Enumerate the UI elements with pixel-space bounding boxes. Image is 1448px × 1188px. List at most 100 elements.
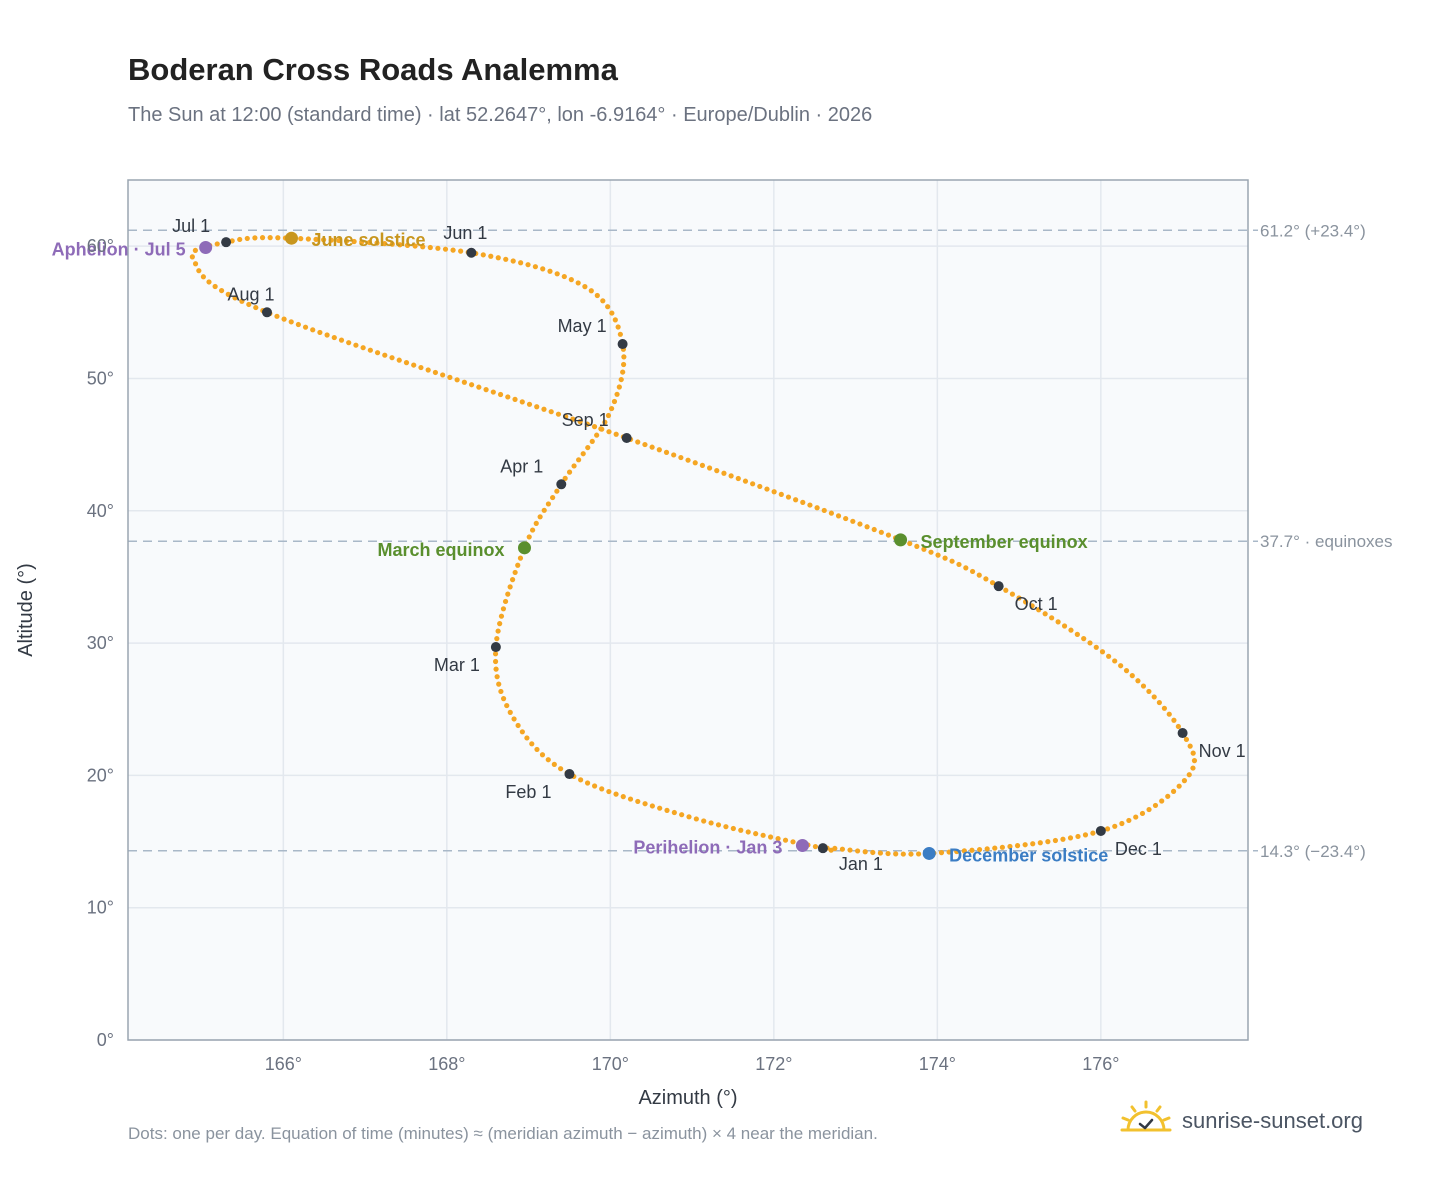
day-dot — [627, 796, 634, 802]
day-dot — [635, 798, 641, 805]
day-dot — [1159, 798, 1165, 804]
day-dot — [914, 543, 920, 550]
day-dot — [976, 572, 982, 578]
day-dot — [900, 851, 906, 857]
day-dot — [589, 438, 595, 445]
day-dot — [548, 409, 554, 415]
day-dot — [692, 460, 698, 466]
day-dot — [206, 279, 212, 285]
day-dot — [613, 431, 619, 437]
day-dot — [435, 245, 441, 251]
y-tick-label: 40° — [87, 501, 114, 521]
month-marker — [1177, 728, 1188, 739]
reference-line-label: 37.7° · equinoxes — [1260, 532, 1393, 551]
day-dot — [505, 394, 511, 400]
day-dot — [1003, 587, 1009, 593]
day-dot — [793, 497, 799, 503]
day-dot — [518, 260, 524, 266]
day-dot — [812, 843, 819, 850]
day-dot — [893, 851, 899, 857]
day-dot — [878, 529, 884, 535]
day-dot — [602, 419, 608, 425]
day-dot — [800, 499, 806, 506]
month-label: May 1 — [558, 316, 607, 336]
day-dot — [620, 794, 626, 800]
day-dot — [699, 462, 706, 468]
day-dot — [403, 360, 410, 366]
day-dot — [1014, 843, 1021, 849]
day-dot — [745, 829, 751, 835]
day-dot — [835, 513, 842, 519]
day-dot — [411, 362, 417, 368]
day-dot — [450, 247, 456, 253]
day-dot — [253, 304, 259, 311]
day-dot — [321, 237, 327, 243]
day-dot — [584, 780, 591, 786]
day-dot — [545, 501, 552, 507]
day-dot — [493, 666, 499, 672]
brand-name[interactable]: sunrise-sunset.org — [1182, 1107, 1363, 1133]
day-dot — [558, 766, 564, 772]
month-label: Feb 1 — [505, 782, 551, 802]
day-dot — [336, 237, 342, 244]
day-dot — [753, 831, 759, 837]
day-dot — [1052, 837, 1059, 844]
day-dot — [1140, 683, 1147, 689]
day-dot — [1183, 736, 1190, 743]
day-dot — [1146, 688, 1152, 695]
day-dot — [778, 491, 784, 497]
event-marker — [894, 533, 908, 547]
day-dot — [469, 382, 475, 388]
day-dot — [828, 510, 834, 516]
day-dot — [281, 316, 287, 322]
day-dot — [582, 284, 588, 290]
day-dot — [338, 337, 345, 343]
day-dot — [708, 820, 714, 826]
day-dot — [537, 514, 543, 520]
day-dot — [526, 534, 532, 540]
day-dot — [404, 242, 411, 248]
day-dot — [775, 836, 781, 842]
day-dot — [374, 240, 380, 246]
day-dot — [295, 321, 301, 328]
day-dot — [1090, 830, 1096, 836]
day-dot — [862, 849, 868, 855]
day-dot — [907, 540, 913, 547]
day-dot — [963, 565, 969, 571]
month-marker — [817, 843, 828, 854]
day-dot — [550, 494, 556, 501]
day-dot — [847, 847, 853, 853]
day-dot — [1037, 840, 1043, 846]
day-dot — [497, 391, 504, 398]
day-dot — [1181, 778, 1188, 784]
day-dot — [790, 839, 796, 845]
brand: sunrise-sunset.org — [1120, 1100, 1363, 1141]
day-dot — [1068, 627, 1074, 633]
x-tick-label: 170° — [592, 1054, 629, 1074]
y-tick-label: 0° — [97, 1030, 114, 1050]
day-dot — [621, 354, 627, 360]
month-marker — [466, 247, 477, 258]
day-dot — [635, 439, 641, 445]
day-dot — [396, 357, 402, 363]
month-label: Sep 1 — [562, 410, 609, 430]
day-dot — [671, 452, 677, 458]
day-dot — [442, 246, 449, 252]
day-dot — [189, 254, 195, 260]
day-dot — [504, 702, 510, 709]
month-marker — [221, 237, 232, 248]
day-dot — [563, 414, 569, 420]
day-dot — [288, 319, 294, 325]
day-dot — [310, 327, 316, 333]
day-dot — [611, 398, 618, 405]
day-dot — [192, 247, 198, 254]
day-dot — [1106, 653, 1112, 659]
day-dot — [483, 387, 489, 393]
day-dot — [916, 851, 922, 857]
event-label: March equinox — [377, 540, 504, 560]
day-dot — [346, 340, 352, 346]
day-dot — [1099, 649, 1106, 655]
day-dot — [609, 310, 615, 316]
day-dot — [938, 850, 945, 856]
day-dot — [738, 827, 744, 833]
